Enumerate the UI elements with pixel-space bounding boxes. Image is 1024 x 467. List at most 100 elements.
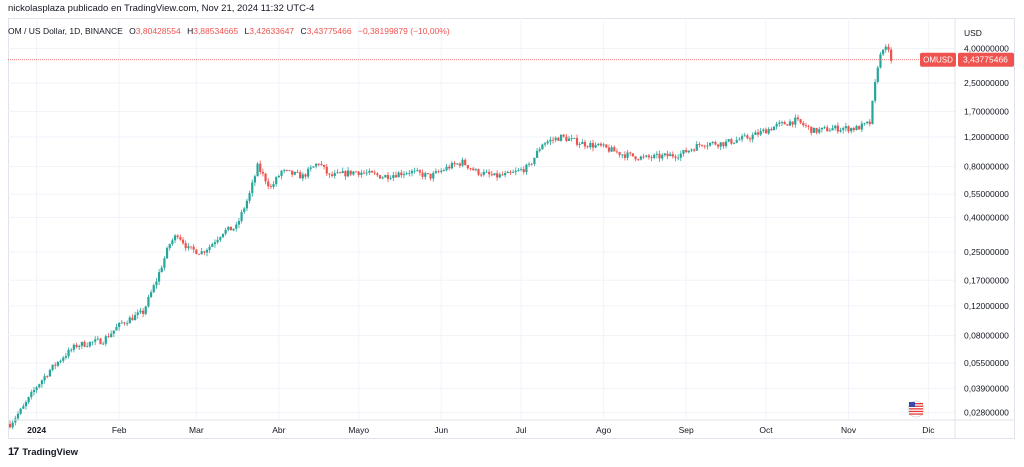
x-tick-label: Nov	[841, 425, 857, 435]
candle-body	[200, 251, 203, 255]
chart-frame[interactable]	[8, 18, 1015, 439]
candle-body	[546, 141, 549, 144]
close-label: C	[300, 26, 307, 36]
candle-body	[315, 163, 318, 167]
candle-body	[317, 163, 320, 165]
candle-body	[573, 137, 576, 139]
candle-body	[642, 156, 645, 158]
candle-body	[221, 233, 225, 238]
candle-body	[527, 163, 531, 165]
candle-body	[88, 341, 91, 347]
candle-body	[482, 171, 485, 175]
candle-body	[533, 157, 536, 165]
candle-body	[344, 171, 347, 177]
candle-body	[429, 173, 432, 179]
candle-body	[711, 142, 714, 143]
candle-body	[639, 156, 642, 160]
candle-body	[323, 164, 326, 167]
candle-body	[504, 173, 507, 176]
candle-body	[338, 172, 342, 174]
candle-body	[112, 330, 115, 334]
candle-body	[538, 149, 541, 151]
candle-body	[416, 170, 419, 172]
candle-body	[32, 390, 36, 393]
candle-body	[637, 159, 640, 161]
open-value: 3,80428554	[135, 26, 181, 36]
candle-body	[671, 154, 674, 157]
candle-body	[365, 172, 368, 174]
candle-body	[669, 154, 672, 157]
overlay: OMUSD 3,43775466	[8, 52, 1014, 418]
candle-body	[229, 226, 233, 231]
y-tick-label: 0,05500000	[964, 358, 1009, 368]
candle-body	[724, 141, 728, 147]
candle-body	[597, 143, 600, 145]
candle-body	[871, 100, 874, 124]
candle-body	[448, 166, 451, 169]
candle-body	[59, 360, 62, 362]
candle-body	[165, 248, 169, 259]
candle-body	[890, 49, 893, 61]
candle-body	[141, 310, 145, 314]
candle-body	[738, 139, 741, 141]
candle-body	[413, 170, 416, 172]
candle-body	[551, 139, 555, 141]
candle-body	[134, 315, 137, 321]
candle-body	[866, 121, 869, 123]
candle-body	[261, 171, 264, 174]
candle-body	[277, 175, 280, 178]
candle-body	[543, 143, 547, 145]
candle-body	[293, 171, 296, 175]
candle-body	[690, 149, 693, 151]
candle-body	[22, 406, 25, 409]
candle-body	[440, 170, 443, 172]
candle-body	[474, 169, 477, 171]
candle-body	[445, 166, 448, 171]
candle-body	[280, 170, 283, 176]
candle-body	[264, 173, 267, 182]
candle-body	[834, 125, 837, 129]
candle-body	[179, 237, 182, 240]
candle-body	[235, 224, 238, 229]
candle-body	[522, 169, 525, 173]
candle-body	[168, 244, 171, 249]
candle-body	[701, 145, 704, 146]
candle-body	[378, 175, 382, 179]
candle-body	[708, 142, 712, 146]
chart-svg[interactable]: USD 4,00000000 2,50000000 1,70000000 1,20000…	[0, 0, 1024, 440]
candle-body	[46, 376, 49, 378]
candle-body	[778, 122, 781, 124]
candle-body	[682, 150, 685, 154]
y-tick-label: 0,12000000	[964, 301, 1009, 311]
candle-body	[51, 364, 54, 370]
candle-body	[320, 163, 323, 165]
candle-body	[283, 169, 286, 171]
candle-body	[695, 144, 698, 151]
candle-body	[615, 151, 619, 153]
candle-body	[107, 336, 110, 338]
candle-body	[285, 169, 288, 171]
candle-body	[874, 82, 877, 101]
candle-body	[389, 178, 392, 179]
candle-body	[245, 200, 249, 209]
candle-body	[663, 153, 666, 156]
candle-body	[631, 153, 635, 157]
last-price-tag-bg	[958, 52, 1014, 67]
candle-body	[501, 174, 504, 176]
footer-brand[interactable]: 17 TradingView	[8, 446, 78, 458]
candle-body	[307, 168, 310, 177]
candle-body	[78, 345, 81, 348]
candle-body	[354, 171, 358, 173]
candle-body	[466, 165, 469, 169]
candle-body	[506, 171, 509, 174]
candle-body	[756, 132, 760, 135]
y-tick-label: 1,20000000	[964, 132, 1009, 142]
candle-body	[541, 144, 544, 150]
x-tick-label: Oct	[759, 425, 773, 435]
candle-body	[605, 144, 608, 148]
candle-body	[887, 46, 890, 50]
candle-body	[647, 155, 650, 158]
candle-body	[488, 171, 491, 175]
candle-body	[149, 292, 153, 297]
candle-body	[509, 171, 512, 173]
